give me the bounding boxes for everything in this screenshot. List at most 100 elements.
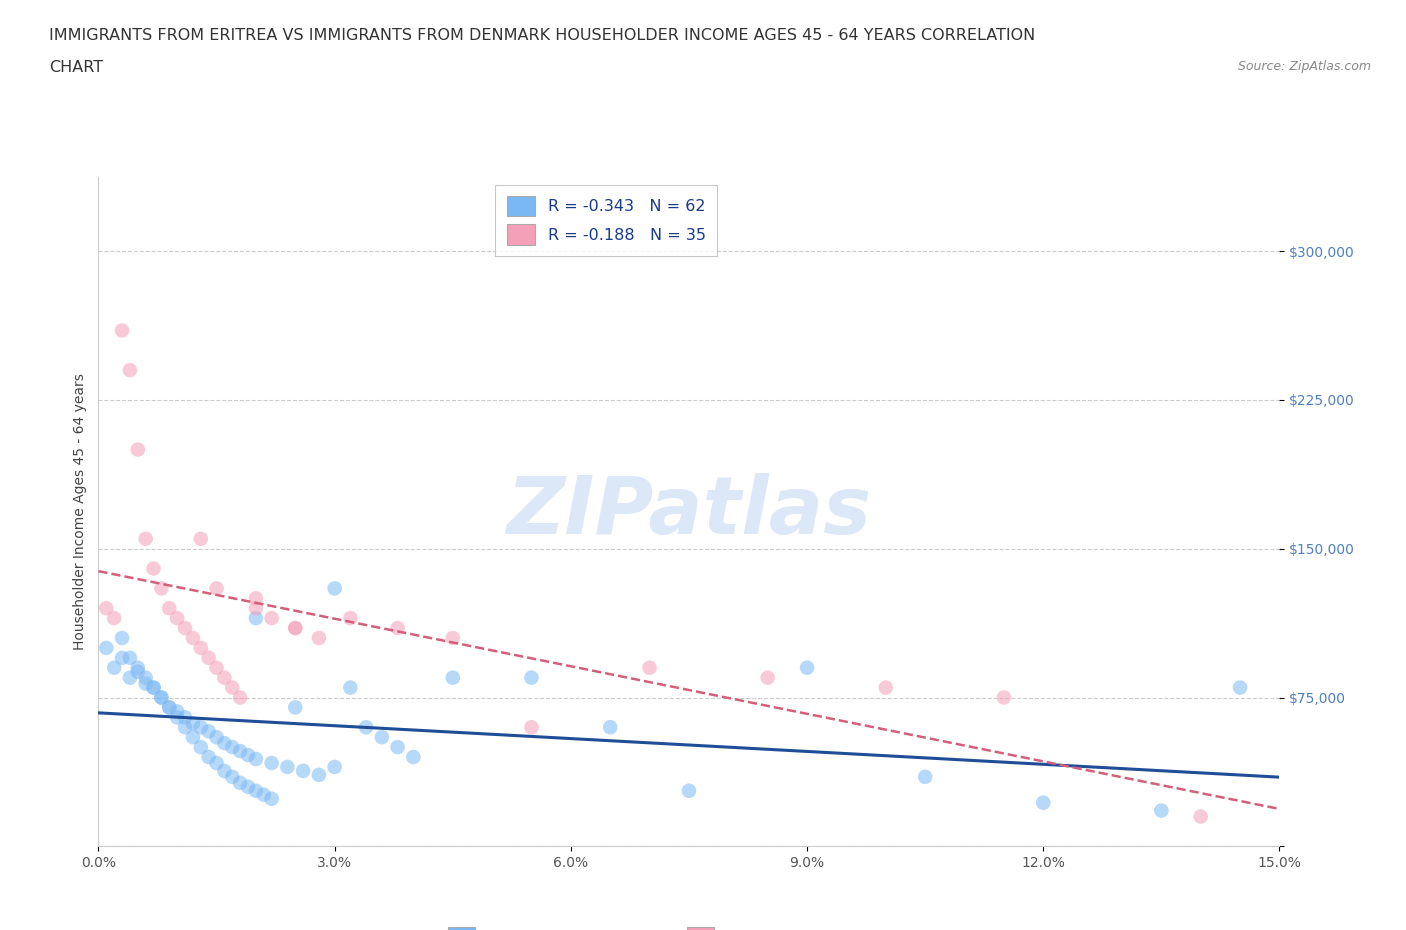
- Point: [323, 760, 346, 775]
- Point: [245, 611, 267, 626]
- Point: [221, 680, 243, 695]
- Point: [181, 716, 204, 731]
- Point: [229, 744, 252, 759]
- Point: [284, 620, 307, 635]
- Point: [181, 631, 204, 645]
- Point: [205, 730, 228, 745]
- Point: [323, 581, 346, 596]
- Point: [354, 720, 377, 735]
- Text: ZIPatlas: ZIPatlas: [506, 472, 872, 551]
- Point: [157, 700, 180, 715]
- Point: [197, 750, 219, 764]
- Point: [135, 676, 157, 691]
- Point: [221, 769, 243, 784]
- Point: [276, 760, 298, 775]
- Point: [441, 631, 464, 645]
- Point: [103, 611, 125, 626]
- Point: [174, 620, 197, 635]
- Point: [1189, 809, 1212, 824]
- Point: [253, 788, 276, 803]
- Point: [111, 631, 134, 645]
- Point: [190, 739, 212, 754]
- Point: [245, 783, 267, 798]
- Point: [1229, 680, 1251, 695]
- Point: [371, 730, 394, 745]
- Point: [796, 660, 818, 675]
- Point: [118, 363, 141, 378]
- Point: [339, 611, 361, 626]
- Point: [214, 764, 236, 778]
- Point: [150, 690, 173, 705]
- Point: [520, 720, 543, 735]
- Text: CHART: CHART: [49, 60, 103, 75]
- Point: [150, 690, 173, 705]
- Y-axis label: Householder Income Ages 45 - 64 years: Householder Income Ages 45 - 64 years: [73, 373, 87, 650]
- Point: [1150, 804, 1173, 818]
- Point: [914, 769, 936, 784]
- Point: [142, 561, 165, 576]
- Text: Source: ZipAtlas.com: Source: ZipAtlas.com: [1237, 60, 1371, 73]
- Point: [127, 442, 149, 457]
- Point: [214, 736, 236, 751]
- Point: [205, 660, 228, 675]
- Point: [96, 641, 118, 656]
- Text: IMMIGRANTS FROM ERITREA VS IMMIGRANTS FROM DENMARK HOUSEHOLDER INCOME AGES 45 - : IMMIGRANTS FROM ERITREA VS IMMIGRANTS FR…: [49, 28, 1035, 43]
- Point: [599, 720, 621, 735]
- Point: [135, 671, 157, 685]
- Point: [441, 671, 464, 685]
- Point: [236, 779, 259, 794]
- Point: [135, 531, 157, 546]
- Point: [520, 671, 543, 685]
- Point: [229, 776, 252, 790]
- Point: [308, 767, 330, 782]
- Legend: Immigrants from Eritrea, Immigrants from Denmark: Immigrants from Eritrea, Immigrants from…: [441, 921, 936, 930]
- Point: [284, 620, 307, 635]
- Point: [205, 755, 228, 770]
- Point: [756, 671, 779, 685]
- Point: [157, 601, 180, 616]
- Point: [245, 591, 267, 605]
- Point: [142, 680, 165, 695]
- Point: [150, 581, 173, 596]
- Point: [1032, 795, 1054, 810]
- Point: [284, 700, 307, 715]
- Point: [96, 601, 118, 616]
- Point: [118, 650, 141, 665]
- Point: [190, 531, 212, 546]
- Point: [292, 764, 315, 778]
- Point: [236, 748, 259, 763]
- Point: [111, 323, 134, 338]
- Point: [197, 650, 219, 665]
- Point: [190, 641, 212, 656]
- Point: [638, 660, 661, 675]
- Point: [181, 730, 204, 745]
- Point: [260, 755, 283, 770]
- Point: [402, 750, 425, 764]
- Point: [260, 611, 283, 626]
- Point: [127, 664, 149, 679]
- Point: [174, 720, 197, 735]
- Point: [166, 710, 188, 724]
- Point: [166, 611, 188, 626]
- Point: [111, 650, 134, 665]
- Point: [174, 710, 197, 724]
- Point: [197, 724, 219, 738]
- Point: [221, 739, 243, 754]
- Point: [118, 671, 141, 685]
- Point: [308, 631, 330, 645]
- Point: [993, 690, 1015, 705]
- Point: [339, 680, 361, 695]
- Point: [245, 601, 267, 616]
- Point: [387, 620, 409, 635]
- Point: [229, 690, 252, 705]
- Point: [166, 704, 188, 719]
- Point: [190, 720, 212, 735]
- Point: [142, 680, 165, 695]
- Point: [205, 581, 228, 596]
- Point: [260, 791, 283, 806]
- Point: [103, 660, 125, 675]
- Point: [875, 680, 897, 695]
- Point: [157, 700, 180, 715]
- Point: [678, 783, 700, 798]
- Point: [214, 671, 236, 685]
